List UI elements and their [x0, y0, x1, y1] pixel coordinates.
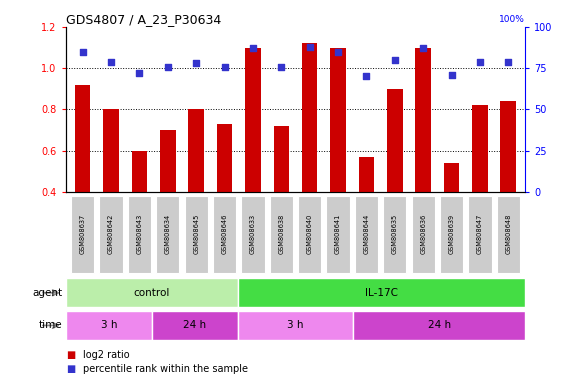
FancyBboxPatch shape [270, 195, 293, 273]
Text: GSM808635: GSM808635 [392, 214, 398, 254]
Point [192, 60, 201, 66]
Text: GSM808639: GSM808639 [449, 214, 455, 254]
FancyBboxPatch shape [66, 311, 152, 340]
FancyBboxPatch shape [440, 195, 463, 273]
Text: control: control [134, 288, 170, 298]
Text: ■: ■ [66, 364, 75, 374]
Text: agent: agent [33, 288, 63, 298]
Text: GDS4807 / A_23_P30634: GDS4807 / A_23_P30634 [66, 13, 221, 26]
Bar [75, 85, 90, 192]
Point [333, 49, 343, 55]
Text: GSM808644: GSM808644 [363, 214, 369, 255]
Point [305, 44, 314, 50]
Bar [217, 124, 232, 192]
Point [135, 70, 144, 76]
Text: 3 h: 3 h [287, 320, 304, 331]
Point [419, 45, 428, 51]
Text: GSM808637: GSM808637 [80, 214, 86, 254]
Text: GSM808642: GSM808642 [108, 214, 114, 255]
Bar [188, 109, 204, 192]
FancyBboxPatch shape [412, 195, 435, 273]
FancyBboxPatch shape [152, 311, 238, 340]
Bar [302, 43, 317, 192]
Bar [359, 157, 374, 192]
FancyBboxPatch shape [238, 311, 353, 340]
FancyBboxPatch shape [468, 195, 492, 273]
Text: GSM808636: GSM808636 [420, 214, 426, 254]
Bar [415, 48, 431, 192]
FancyBboxPatch shape [238, 278, 525, 307]
Point [107, 58, 116, 65]
FancyBboxPatch shape [213, 195, 236, 273]
Point [277, 63, 286, 70]
FancyBboxPatch shape [66, 278, 238, 307]
FancyBboxPatch shape [184, 195, 208, 273]
Text: 24 h: 24 h [183, 320, 207, 331]
FancyBboxPatch shape [99, 195, 123, 273]
Bar [245, 48, 261, 192]
FancyBboxPatch shape [355, 195, 378, 273]
Bar [472, 105, 488, 192]
Text: time: time [39, 320, 63, 331]
FancyBboxPatch shape [327, 195, 349, 273]
Bar [132, 151, 147, 192]
FancyBboxPatch shape [298, 195, 321, 273]
Text: GSM808634: GSM808634 [165, 214, 171, 254]
Point [248, 45, 258, 51]
Bar [387, 89, 403, 192]
Text: GSM808643: GSM808643 [136, 214, 142, 254]
Text: ■: ■ [66, 350, 75, 360]
Point [447, 72, 456, 78]
Point [362, 73, 371, 79]
FancyBboxPatch shape [156, 195, 179, 273]
Text: GSM808641: GSM808641 [335, 214, 341, 254]
Text: GSM808633: GSM808633 [250, 214, 256, 254]
Text: 24 h: 24 h [428, 320, 451, 331]
Bar [274, 126, 289, 192]
Text: GSM808646: GSM808646 [222, 214, 228, 255]
FancyBboxPatch shape [128, 195, 151, 273]
Point [504, 58, 513, 65]
Text: GSM808648: GSM808648 [505, 214, 511, 255]
Text: 100%: 100% [500, 15, 525, 23]
Point [390, 57, 399, 63]
Bar [444, 163, 459, 192]
Bar [160, 130, 176, 192]
FancyBboxPatch shape [71, 195, 94, 273]
Text: GSM808645: GSM808645 [193, 214, 199, 255]
Text: GSM808640: GSM808640 [307, 214, 313, 255]
Bar [501, 101, 516, 192]
Point [475, 58, 484, 65]
Text: GSM808647: GSM808647 [477, 214, 483, 255]
Point [163, 63, 172, 70]
FancyBboxPatch shape [497, 195, 520, 273]
Point [220, 63, 229, 70]
Text: GSM808638: GSM808638 [278, 214, 284, 254]
Point [78, 49, 87, 55]
Text: log2 ratio: log2 ratio [83, 350, 130, 360]
Text: IL-17C: IL-17C [365, 288, 398, 298]
Text: 3 h: 3 h [100, 320, 117, 331]
FancyBboxPatch shape [242, 195, 264, 273]
FancyBboxPatch shape [353, 311, 525, 340]
Bar [330, 48, 346, 192]
FancyBboxPatch shape [383, 195, 407, 273]
Text: percentile rank within the sample: percentile rank within the sample [83, 364, 248, 374]
Bar [103, 109, 119, 192]
